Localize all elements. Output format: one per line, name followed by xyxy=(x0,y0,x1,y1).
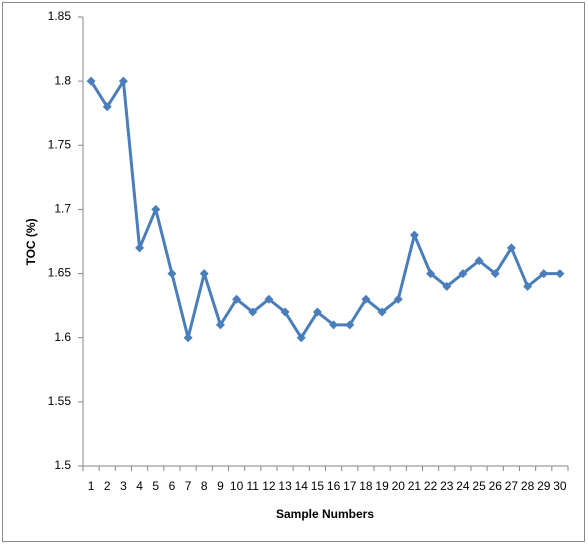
marker xyxy=(523,281,533,291)
x-tick-label: 6 xyxy=(169,479,176,493)
marker xyxy=(490,269,500,279)
x-tick-label: 17 xyxy=(343,479,357,493)
marker xyxy=(264,294,274,304)
y-tick-label: 1.7 xyxy=(54,202,71,216)
y-tick-label: 1.6 xyxy=(54,330,71,344)
x-tick-label: 29 xyxy=(537,479,551,493)
marker xyxy=(280,307,290,317)
marker xyxy=(506,243,516,253)
marker xyxy=(539,269,549,279)
marker xyxy=(474,256,484,266)
x-tick-label: 14 xyxy=(295,479,309,493)
x-tick-label: 27 xyxy=(505,479,519,493)
x-tick-label: 30 xyxy=(553,479,567,493)
x-tick-label: 5 xyxy=(152,479,159,493)
x-tick-label: 26 xyxy=(489,479,503,493)
x-axis-title: Sample Numbers xyxy=(276,507,374,521)
y-tick-label: 1.85 xyxy=(48,9,72,23)
marker xyxy=(345,320,355,330)
marker xyxy=(248,307,258,317)
marker xyxy=(183,333,193,343)
x-tick-label: 1 xyxy=(88,479,95,493)
marker xyxy=(86,76,96,86)
marker xyxy=(393,294,403,304)
x-tick-label: 25 xyxy=(472,479,486,493)
marker xyxy=(118,76,128,86)
y-tick-label: 1.5 xyxy=(54,458,71,472)
y-tick-label: 1.75 xyxy=(48,137,72,151)
marker xyxy=(442,281,452,291)
y-tick-label: 1.55 xyxy=(48,394,72,408)
x-tick-label: 19 xyxy=(375,479,389,493)
x-tick-label: 15 xyxy=(311,479,325,493)
x-tick-label: 18 xyxy=(359,479,373,493)
x-tick-label: 13 xyxy=(278,479,292,493)
x-tick-label: 21 xyxy=(408,479,422,493)
x-tick-label: 11 xyxy=(247,479,260,493)
x-tick-label: 9 xyxy=(217,479,224,493)
marker xyxy=(329,320,339,330)
marker xyxy=(458,269,468,279)
marker xyxy=(377,307,387,317)
y-axis-title: TOC (%) xyxy=(24,218,38,265)
y-tick-label: 1.8 xyxy=(54,73,71,87)
y-tick-label: 1.65 xyxy=(48,266,72,280)
x-tick-label: 22 xyxy=(424,479,438,493)
x-tick-label: 12 xyxy=(262,479,276,493)
marker xyxy=(361,294,371,304)
x-tick-label: 23 xyxy=(440,479,454,493)
marker xyxy=(135,243,145,253)
x-tick-label: 2 xyxy=(104,479,111,493)
marker xyxy=(151,204,161,214)
marker xyxy=(312,307,322,317)
x-tick-label: 28 xyxy=(521,479,535,493)
x-tick-label: 4 xyxy=(136,479,143,493)
marker xyxy=(426,269,436,279)
x-tick-label: 16 xyxy=(327,479,341,493)
marker xyxy=(199,269,209,279)
x-tick-label: 8 xyxy=(201,479,208,493)
marker xyxy=(215,320,225,330)
x-tick-label: 20 xyxy=(392,479,406,493)
x-tick-label: 10 xyxy=(230,479,244,493)
marker xyxy=(232,294,242,304)
marker xyxy=(555,269,565,279)
x-tick-label: 24 xyxy=(456,479,470,493)
marker xyxy=(296,333,306,343)
marker xyxy=(102,102,112,112)
x-tick-label: 3 xyxy=(120,479,127,493)
marker xyxy=(167,269,177,279)
data-line xyxy=(89,79,560,340)
marker xyxy=(409,230,419,240)
x-tick-label: 7 xyxy=(185,479,192,493)
